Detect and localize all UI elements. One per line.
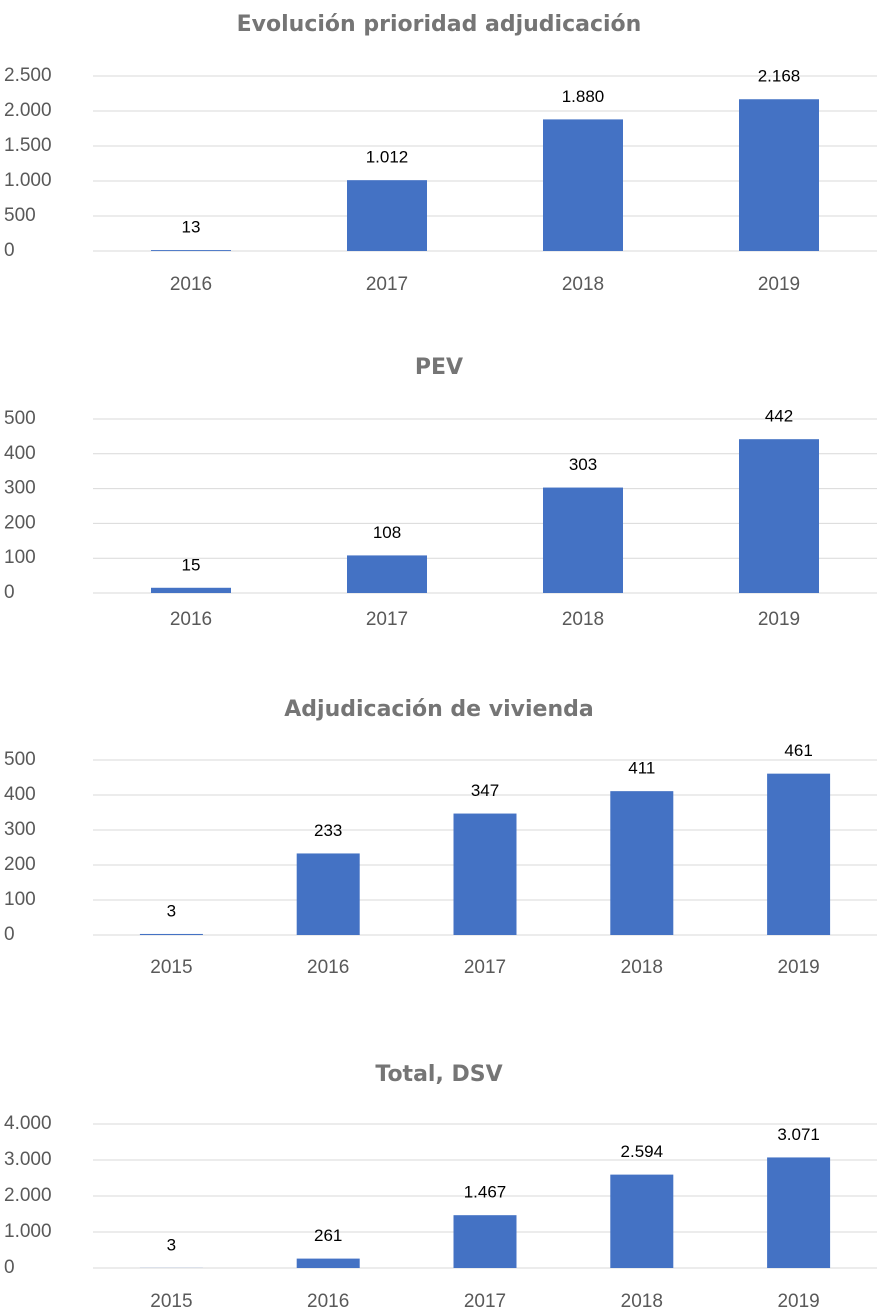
chart-title: Total, DSV <box>375 1062 502 1087</box>
bar <box>543 119 623 252</box>
data-label: 461 <box>784 741 812 760</box>
data-label: 1.467 <box>464 1183 507 1202</box>
data-label: 108 <box>373 523 401 542</box>
bar <box>453 1215 517 1268</box>
chart-title: Evolución prioridad adjudicación <box>237 12 642 37</box>
y-tick-label: 400 <box>4 443 36 464</box>
x-tick-label: 2018 <box>621 1291 663 1312</box>
bar <box>347 555 427 593</box>
data-label: 1.012 <box>366 148 409 167</box>
y-tick-label: 1.000 <box>4 170 52 191</box>
x-tick-label: 2016 <box>307 1291 349 1312</box>
bar <box>151 587 231 593</box>
x-tick-label: 2016 <box>307 957 349 978</box>
data-label: 261 <box>314 1226 342 1245</box>
x-tick-label: 2016 <box>170 274 212 295</box>
bar <box>739 99 819 252</box>
y-tick-label: 100 <box>4 889 36 910</box>
y-tick-label: 300 <box>4 819 36 840</box>
x-tick-label: 2018 <box>562 274 604 295</box>
bar <box>767 773 831 935</box>
bar <box>739 439 819 593</box>
bar <box>139 933 203 935</box>
x-tick-label: 2019 <box>758 609 800 630</box>
y-tick-label: 500 <box>4 749 36 770</box>
x-tick-label: 2017 <box>464 957 506 978</box>
y-tick-label: 0 <box>4 582 15 603</box>
y-tick-label: 0 <box>4 240 15 261</box>
x-tick-label: 2017 <box>366 274 408 295</box>
bar <box>151 250 231 251</box>
x-tick-label: 2019 <box>777 1291 819 1312</box>
x-tick-label: 2019 <box>777 957 819 978</box>
y-tick-label: 2.500 <box>4 65 52 86</box>
bar <box>610 1174 674 1268</box>
y-tick-label: 0 <box>4 924 15 945</box>
data-label: 15 <box>182 555 201 574</box>
bar <box>347 180 427 251</box>
bar <box>296 853 360 935</box>
x-tick-label: 2015 <box>150 1291 192 1312</box>
bar <box>453 813 517 935</box>
y-tick-label: 1.000 <box>4 1221 52 1242</box>
y-tick-label: 3.000 <box>4 1149 52 1170</box>
bar <box>543 487 623 593</box>
x-tick-label: 2019 <box>758 274 800 295</box>
x-tick-label: 2018 <box>621 957 663 978</box>
y-tick-label: 2.000 <box>4 100 52 121</box>
y-tick-label: 1.500 <box>4 135 52 156</box>
y-tick-label: 400 <box>4 784 36 805</box>
data-label: 3.071 <box>777 1125 820 1144</box>
data-label: 2.594 <box>621 1142 664 1161</box>
bar <box>767 1157 831 1268</box>
bar <box>610 791 674 935</box>
chart-title: Adjudicación de vivienda <box>284 697 593 722</box>
x-tick-label: 2018 <box>562 609 604 630</box>
x-tick-label: 2016 <box>170 609 212 630</box>
data-label: 1.880 <box>562 87 605 106</box>
y-tick-label: 500 <box>4 408 36 429</box>
x-tick-label: 2015 <box>150 957 192 978</box>
chart-title: PEV <box>415 355 463 380</box>
y-tick-label: 500 <box>4 205 36 226</box>
data-label: 303 <box>569 455 597 474</box>
data-label: 13 <box>182 218 201 237</box>
data-label: 2.168 <box>758 67 801 86</box>
bar <box>296 1258 360 1268</box>
y-tick-label: 200 <box>4 854 36 875</box>
x-tick-label: 2017 <box>366 609 408 630</box>
data-label: 233 <box>314 821 342 840</box>
y-tick-label: 100 <box>4 547 36 568</box>
data-label: 3 <box>167 1235 176 1254</box>
data-label: 442 <box>765 407 793 426</box>
y-tick-label: 2.000 <box>4 1185 52 1206</box>
y-tick-label: 300 <box>4 478 36 499</box>
y-tick-label: 200 <box>4 512 36 533</box>
data-label: 3 <box>167 901 176 920</box>
data-label: 347 <box>471 781 499 800</box>
y-tick-label: 4.000 <box>4 1113 52 1134</box>
data-label: 411 <box>628 759 655 778</box>
y-tick-label: 0 <box>4 1257 15 1278</box>
x-tick-label: 2017 <box>464 1291 506 1312</box>
